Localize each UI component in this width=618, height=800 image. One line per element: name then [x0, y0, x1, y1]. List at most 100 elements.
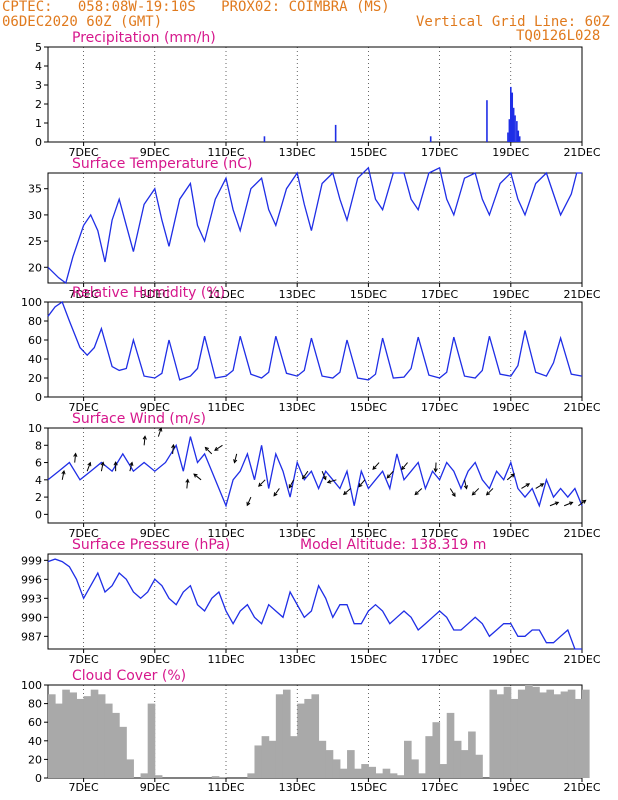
cloud-bar	[489, 689, 498, 778]
wind-arrow-head	[113, 461, 118, 466]
wind-arrow	[521, 483, 530, 489]
wind-arrow-head	[401, 465, 406, 471]
wind-ytick-label: 2	[35, 491, 42, 504]
wind-ytick-label: 4	[35, 474, 42, 487]
wind-arrow-head	[214, 446, 219, 451]
cloud-bar	[404, 740, 412, 778]
wind-arrow-head	[471, 491, 476, 496]
precip-ytick-label: 5	[35, 41, 42, 54]
cloud-bar	[560, 691, 569, 778]
wind-arrow	[288, 479, 295, 488]
temp-xtick-label: 11DEC	[207, 288, 244, 301]
wind-arrow-head	[185, 478, 190, 483]
wind-arrow-head	[525, 483, 531, 488]
wind-arrow	[549, 501, 559, 507]
cloud-xtick-label: 15DEC	[350, 781, 387, 794]
pressure-frame	[47, 553, 583, 650]
precip-ytick-label: 4	[35, 60, 42, 73]
pressure-panel: Surface Pressure (hPa) 987 990 993 996 999 7DE…	[21, 537, 601, 666]
temp-frame	[47, 172, 583, 284]
cloud-title: Cloud Cover (%)	[72, 668, 186, 684]
wind-arrow-head	[61, 469, 66, 475]
precip-bar	[512, 107, 515, 142]
cloud-bar	[97, 694, 106, 778]
cloud-ytick-label: 60	[28, 716, 42, 729]
wind-arrow	[486, 488, 494, 496]
pressure-ytick-label: 996	[21, 573, 42, 586]
temp-ytick-label: 30	[28, 209, 42, 222]
wind-arrow-head	[539, 483, 545, 488]
precip-ytick-label: 3	[35, 79, 42, 92]
wind-arrow-head	[386, 474, 391, 479]
precip-xtick-label: 17DEC	[421, 146, 458, 159]
wind-title: Surface Wind (m/s)	[72, 411, 206, 427]
cloud-bar	[453, 740, 462, 778]
precip-ytick-label: 0	[35, 136, 42, 149]
wind-arrow-head	[204, 446, 209, 452]
humidity-title: Relative Humidity (%)	[72, 285, 225, 301]
cloud-bar	[425, 736, 433, 778]
wind-arrow	[157, 427, 162, 437]
cloud-bar	[147, 703, 156, 778]
humidity-xtick-label: 7DEC	[69, 401, 99, 414]
humidity-ytick-label: 80	[28, 315, 42, 328]
cloud-bar	[525, 685, 533, 778]
cloud-bar	[418, 773, 426, 778]
wind-arrow	[234, 453, 238, 463]
wind-arrow	[100, 462, 104, 472]
wind-arrow	[401, 462, 408, 470]
wind-xtick-label: 19DEC	[492, 527, 529, 540]
precip-bar	[511, 92, 514, 142]
cloud-ytick-label: 0	[35, 772, 42, 785]
humidity-xtick-label: 15DEC	[350, 401, 387, 414]
humidity-frame	[47, 301, 583, 398]
cloud-bar	[574, 698, 583, 778]
wind-arrow	[74, 453, 77, 463]
wind-ytick-label: 6	[35, 457, 42, 470]
wind-series-line	[47, 436, 583, 508]
wind-arrow-head	[233, 459, 238, 464]
wind-arrow	[86, 462, 91, 472]
pressure-series-line	[47, 558, 582, 650]
cloud-xtick-label: 19DEC	[492, 781, 529, 794]
cloud-panel: Cloud Cover (%) 0 20 40 60 80 100 7DEC 9DEC 11DEC…	[21, 668, 601, 794]
wind-arrow-head	[433, 468, 438, 473]
cloud-bar	[347, 750, 355, 778]
pressure-ytick-label: 987	[21, 630, 42, 643]
wind-ytick-label: 0	[35, 508, 42, 521]
cloud-bar	[304, 698, 312, 778]
cloud-bar	[496, 694, 505, 778]
temp-series-line	[47, 166, 582, 285]
wind-arrow	[61, 470, 65, 480]
wind-arrow-head	[87, 461, 92, 467]
precip-bar	[486, 100, 488, 142]
cloud-bar	[432, 722, 441, 778]
cloud-bar	[119, 726, 127, 778]
cloud-bar	[553, 694, 562, 778]
pressure-ytick-label: 993	[21, 592, 42, 605]
humidity-ytick-label: 0	[35, 391, 42, 404]
pressure-xtick-label: 9DEC	[140, 653, 170, 666]
precip-panel: Precipitation (mm/h) 0 1 2 3 4 5 7DEC 9DEC 11DEC 1…	[35, 30, 601, 159]
wind-xtick-label: 13DEC	[279, 527, 316, 540]
cloud-bar	[368, 766, 377, 778]
temp-xtick-label: 7DEC	[69, 288, 99, 301]
cloud-xtick-label: 17DEC	[421, 781, 458, 794]
wind-arrow	[214, 444, 223, 451]
cloud-bar	[104, 703, 113, 778]
precip-xtick-label: 7DEC	[69, 146, 99, 159]
wind-arrow	[578, 499, 586, 507]
humidity-ytick-label: 20	[28, 372, 42, 385]
wind-arrow	[386, 470, 394, 479]
pressure-title: Surface Pressure (hPa)	[72, 537, 230, 553]
precip-bar	[518, 136, 521, 142]
cloud-xtick-label: 9DEC	[140, 781, 170, 794]
cloud-bar	[48, 694, 56, 778]
wind-panel: Surface Wind (m/s) 0 2 4 6 8 10 7DEC 9DEC 11DEC 13…	[28, 411, 601, 540]
cloud-bar	[90, 689, 99, 778]
precip-bar	[429, 136, 432, 142]
humidity-xtick-label: 9DEC	[140, 401, 170, 414]
cloud-bar	[532, 686, 540, 778]
cloud-bar	[546, 689, 555, 778]
